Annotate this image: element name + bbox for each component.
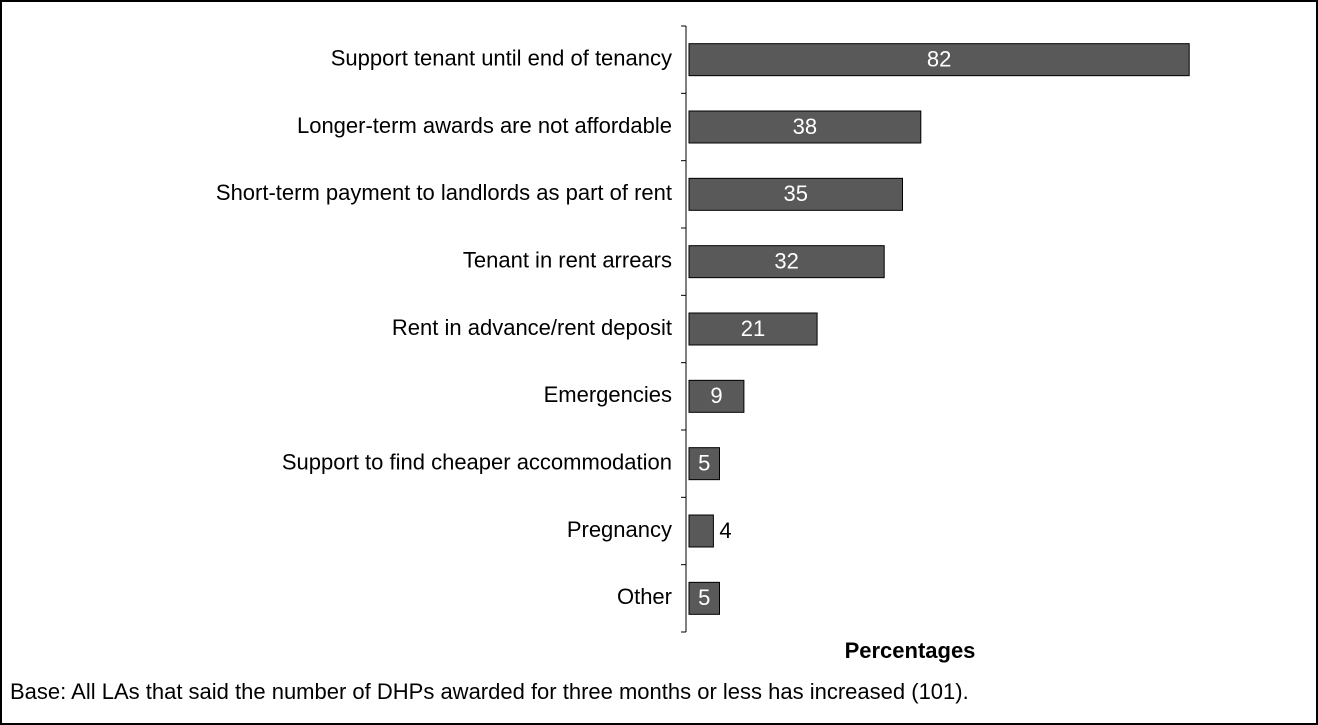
bar xyxy=(688,447,720,481)
y-tick-label: Tenant in rent arrears xyxy=(463,247,672,272)
bar xyxy=(688,312,818,346)
data-label: 9 xyxy=(710,383,722,408)
data-label: 32 xyxy=(774,248,798,273)
y-tick-label: Pregnancy xyxy=(567,517,672,542)
y-tick-label: Support to find cheaper accommodation xyxy=(282,449,672,474)
bar xyxy=(688,514,714,548)
data-label: 38 xyxy=(793,114,817,139)
data-label: 35 xyxy=(784,181,808,206)
y-tick-label: Longer-term awards are not affordable xyxy=(297,113,672,138)
bar xyxy=(688,177,903,211)
bar xyxy=(688,581,720,615)
y-tick-label: Emergencies xyxy=(544,382,672,407)
bar xyxy=(688,43,1190,77)
data-label: 5 xyxy=(698,450,710,475)
data-label: 21 xyxy=(741,316,765,341)
bar xyxy=(688,110,922,144)
y-tick-label: Rent in advance/rent deposit xyxy=(392,315,672,340)
data-label: 4 xyxy=(719,518,731,543)
bar xyxy=(688,245,885,279)
y-tick-label: Short-term payment to landlords as part … xyxy=(216,180,672,205)
bar xyxy=(688,379,745,413)
y-tick-label: Support tenant until end of tenancy xyxy=(331,45,672,70)
footnote: Base: All LAs that said the number of DH… xyxy=(10,679,969,704)
data-label: 5 xyxy=(698,585,710,610)
y-tick-label: Other xyxy=(617,584,672,609)
data-label: 82 xyxy=(927,46,951,71)
x-axis-label: Percentages xyxy=(845,638,976,663)
